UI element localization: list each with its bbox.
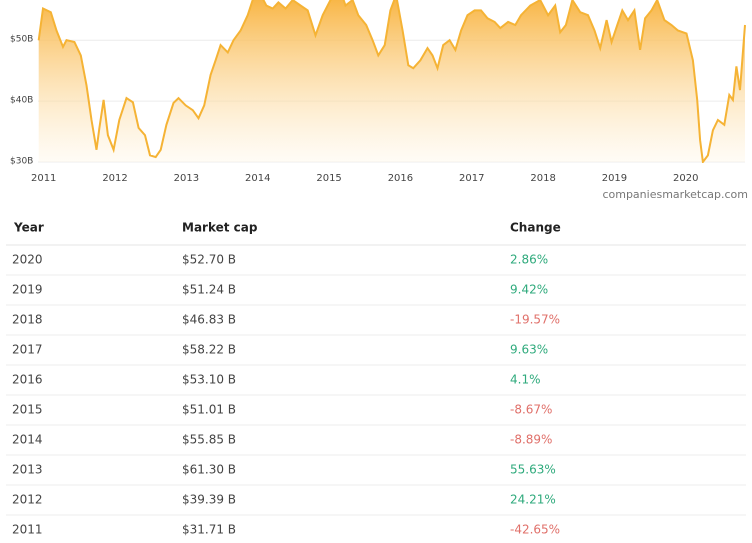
table-cell: 2013 xyxy=(12,463,43,477)
y-tick-label: $50B xyxy=(10,35,33,45)
change-cell: 4.1% xyxy=(510,373,541,387)
table-cell: $46.83 B xyxy=(182,313,236,327)
table-cell: 2019 xyxy=(12,283,43,297)
table-cell: 2012 xyxy=(12,493,43,507)
table-cell: 2014 xyxy=(12,433,43,447)
table-cell: $61.30 B xyxy=(182,463,236,477)
line xyxy=(37,0,746,163)
column-header: Change xyxy=(510,221,561,235)
area xyxy=(38,0,745,162)
table-cell: $31.71 B xyxy=(182,523,236,537)
change-cell: 2.86% xyxy=(510,253,548,267)
change-cell: -42.65% xyxy=(510,523,560,537)
table-cell: $52.70 B xyxy=(182,253,236,267)
x-tick-label: 2016 xyxy=(388,173,413,184)
x-tick-label: 2012 xyxy=(102,173,127,184)
x-tick-label: 2015 xyxy=(316,173,341,184)
change-cell: 9.63% xyxy=(510,343,548,357)
change-cell: 55.63% xyxy=(510,463,556,477)
table-cell: $51.24 B xyxy=(182,283,236,297)
table-cell: 2011 xyxy=(12,523,43,537)
column-header: Year xyxy=(13,221,44,235)
x-tick-label: 2020 xyxy=(673,173,698,184)
table-cell: 2018 xyxy=(12,313,43,327)
x-tick-label: 2017 xyxy=(459,173,484,184)
table-cell: $55.85 B xyxy=(182,433,236,447)
x-tick-label: 2011 xyxy=(31,173,56,184)
source: companiesmarketcap.com xyxy=(602,188,748,201)
x-tick-label: 2013 xyxy=(174,173,199,184)
y-tick-label: $30B xyxy=(10,157,33,167)
column-header: Market cap xyxy=(182,221,258,235)
x-tick-label: 2014 xyxy=(245,173,270,184)
x-tick-label: 2019 xyxy=(602,173,627,184)
table-cell: 2016 xyxy=(12,373,43,387)
table-cell: 2015 xyxy=(12,403,43,417)
table-cell: $39.39 B xyxy=(182,493,236,507)
change-cell: -8.89% xyxy=(510,433,552,447)
x-tick-label: 2018 xyxy=(530,173,555,184)
change-cell: -8.67% xyxy=(510,403,552,417)
change-cell: 9.42% xyxy=(510,283,548,297)
table-cell: 2020 xyxy=(12,253,43,267)
plot xyxy=(37,0,746,163)
table-cell: $53.10 B xyxy=(182,373,236,387)
y-tick-label: $40B xyxy=(10,96,33,106)
table-cell: 2017 xyxy=(12,343,43,357)
table-cell: $51.01 B xyxy=(182,403,236,417)
change-cell: -19.57% xyxy=(510,313,560,327)
change-cell: 24.21% xyxy=(510,493,556,507)
table-cell: $58.22 B xyxy=(182,343,236,357)
